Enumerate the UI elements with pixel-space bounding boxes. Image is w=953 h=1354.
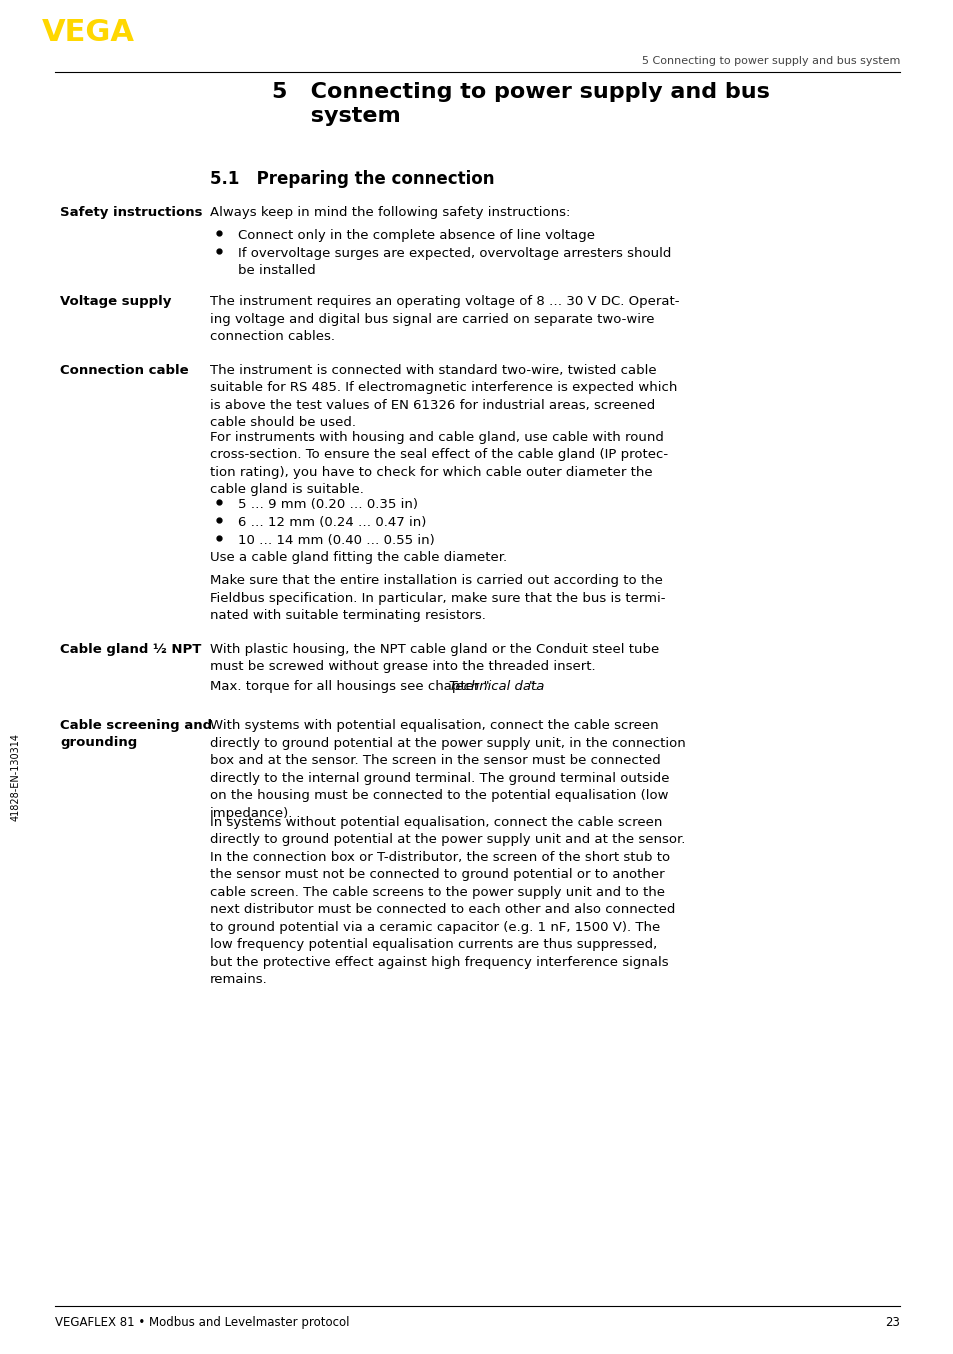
Text: The instrument is connected with standard two-wire, twisted cable
suitable for R: The instrument is connected with standar… xyxy=(210,364,677,429)
Text: 5   Connecting to power supply and bus
     system: 5 Connecting to power supply and bus sys… xyxy=(272,83,769,126)
Text: With systems with potential equalisation, connect the cable screen
directly to g: With systems with potential equalisation… xyxy=(210,719,685,819)
Text: 5 Connecting to power supply and bus system: 5 Connecting to power supply and bus sys… xyxy=(641,56,899,66)
Text: Cable screening and
grounding: Cable screening and grounding xyxy=(60,719,212,749)
Text: Safety instructions: Safety instructions xyxy=(60,206,202,219)
Text: Technical data: Technical data xyxy=(449,680,544,693)
Text: With plastic housing, the NPT cable gland or the Conduit steel tube
must be scre: With plastic housing, the NPT cable glan… xyxy=(210,643,659,673)
Text: If overvoltage surges are expected, overvoltage arresters should
be installed: If overvoltage surges are expected, over… xyxy=(237,246,671,278)
Text: 6 … 12 mm (0.24 … 0.47 in): 6 … 12 mm (0.24 … 0.47 in) xyxy=(237,516,426,529)
Text: The instrument requires an operating voltage of 8 … 30 V DC. Operat-
ing voltage: The instrument requires an operating vol… xyxy=(210,295,679,343)
Text: Make sure that the entire installation is carried out according to the
Fieldbus : Make sure that the entire installation i… xyxy=(210,574,665,623)
Text: Voltage supply: Voltage supply xyxy=(60,295,172,309)
Text: VEGA: VEGA xyxy=(42,18,135,47)
Text: Use a cable gland fitting the cable diameter.: Use a cable gland fitting the cable diam… xyxy=(210,551,507,565)
Text: Max. torque for all housings see chapter ": Max. torque for all housings see chapter… xyxy=(210,680,489,693)
Text: 5.1   Preparing the connection: 5.1 Preparing the connection xyxy=(210,171,494,188)
Text: For instruments with housing and cable gland, use cable with round
cross-section: For instruments with housing and cable g… xyxy=(210,431,667,497)
Text: Always keep in mind the following safety instructions:: Always keep in mind the following safety… xyxy=(210,206,570,219)
Text: 10 … 14 mm (0.40 … 0.55 in): 10 … 14 mm (0.40 … 0.55 in) xyxy=(237,533,435,547)
Text: Cable gland ½ NPT: Cable gland ½ NPT xyxy=(60,643,201,655)
Text: 41828-EN-130314: 41828-EN-130314 xyxy=(11,733,21,821)
Text: ".: ". xyxy=(529,680,538,693)
Text: 5 … 9 mm (0.20 … 0.35 in): 5 … 9 mm (0.20 … 0.35 in) xyxy=(237,498,417,510)
Text: In systems without potential equalisation, connect the cable screen
directly to : In systems without potential equalisatio… xyxy=(210,816,684,986)
Text: 23: 23 xyxy=(884,1316,899,1330)
Text: VEGAFLEX 81 • Modbus and Levelmaster protocol: VEGAFLEX 81 • Modbus and Levelmaster pro… xyxy=(55,1316,349,1330)
Text: Connection cable: Connection cable xyxy=(60,364,189,376)
Text: Connect only in the complete absence of line voltage: Connect only in the complete absence of … xyxy=(237,229,595,242)
